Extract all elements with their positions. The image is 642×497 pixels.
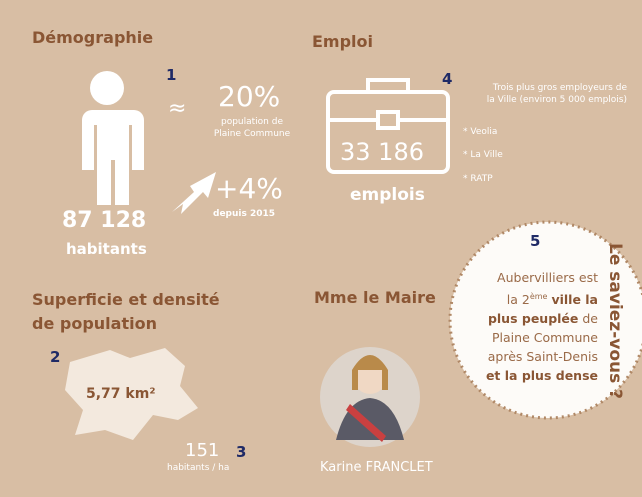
density: 151 <box>185 440 220 461</box>
marker: 1 <box>166 66 177 84</box>
approx-sign: ≈ <box>168 96 187 121</box>
area: 5,77 km² <box>86 386 156 402</box>
fact-circle <box>448 220 642 420</box>
fact-text: Aubervilliers est la 2ème ville la plus pe… <box>485 270 598 384</box>
population-unit: habitants <box>66 240 147 258</box>
section-title: Superficie et densité de population <box>32 290 220 333</box>
share-caption: population de Plaine Commune <box>213 117 291 139</box>
employers-intro: Trois plus gros employeurs de la Ville (e… <box>486 83 627 105</box>
jobs-unit: emplois <box>350 185 425 205</box>
section-title: Mme le Maire <box>314 288 436 307</box>
mayor-photo <box>320 347 420 447</box>
employer: * La Ville <box>463 150 503 160</box>
growth-arrow <box>172 172 216 214</box>
briefcase-icon <box>326 78 450 174</box>
growth: +4% <box>215 172 283 205</box>
growth-caption: depuis 2015 <box>213 209 276 219</box>
employer: * Veolia <box>463 127 498 137</box>
jobs: 33 186 <box>340 138 424 166</box>
marker: 5 <box>530 232 541 250</box>
fact-heading: Le saviez-vous ? <box>605 243 625 400</box>
employer: * RATP <box>463 174 493 184</box>
section-title: Emploi <box>312 32 374 51</box>
area-map <box>65 348 198 440</box>
density-unit: habitants / ha <box>167 463 230 473</box>
marker: 3 <box>236 443 247 461</box>
mayor-name: Karine FRANCLET <box>320 460 433 475</box>
marker: 2 <box>50 348 61 366</box>
section-title: Démographie <box>32 28 154 47</box>
share: 20% <box>218 80 281 113</box>
person-icon <box>80 71 144 205</box>
marker: 4 <box>442 70 453 88</box>
population: 87 128 <box>62 208 147 233</box>
